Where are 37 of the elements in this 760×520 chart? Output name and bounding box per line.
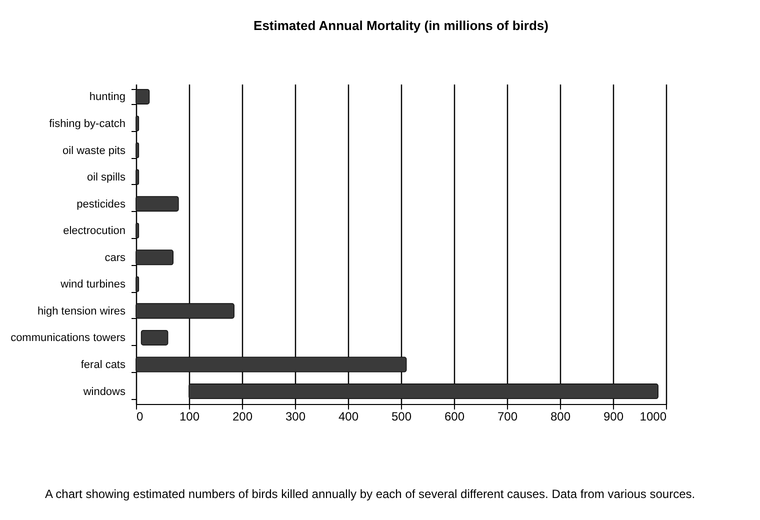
x-tick-label: 0 [136, 410, 144, 424]
y-tick-label: feral cats [80, 359, 126, 371]
x-tick-label: 300 [285, 410, 306, 424]
bar [140, 330, 168, 346]
y-tick-label: pesticides [76, 198, 126, 210]
y-tick-label: oil spills [86, 172, 126, 184]
y-tick-label: communications towers [10, 332, 126, 344]
bar [136, 116, 140, 132]
bar [136, 303, 234, 319]
bar [136, 88, 150, 104]
x-tick-label: 500 [391, 410, 412, 424]
y-tick-label: cars [104, 252, 126, 264]
x-tick-label: 800 [550, 410, 571, 424]
text: A chart showing estimated numbers of birds killed annually by each of several different causes. Data from various sources. [45, 487, 696, 501]
bar [136, 222, 140, 238]
bar [136, 356, 407, 372]
chart-title: Estimated Annual Mortality (in millions of birds) [254, 18, 548, 33]
y-tick-label: windows [82, 386, 126, 398]
bar [136, 276, 140, 292]
x-tick-label: 400 [338, 410, 359, 424]
x-tick-label: 200 [232, 410, 253, 424]
bar [188, 384, 658, 400]
bar [136, 196, 179, 212]
y-tick-label: electrocution [63, 225, 126, 238]
y-tick-label: wind turbines [60, 278, 126, 291]
bar [136, 142, 140, 158]
x-tick-label: 700 [497, 410, 518, 424]
y-tick-label: oil waste pits [62, 144, 126, 157]
x-tick-label: 100 [179, 410, 200, 424]
x-tick-label: 600 [444, 410, 465, 424]
x-tick-label: 1000 [640, 410, 667, 424]
x-tick-label: 900 [603, 410, 624, 424]
y-tick-label: fishing by-catch [49, 118, 126, 130]
bar [136, 250, 174, 266]
bar [136, 169, 140, 185]
y-tick-label: hunting [89, 91, 126, 104]
y-tick-label: high tension wires [37, 305, 126, 318]
